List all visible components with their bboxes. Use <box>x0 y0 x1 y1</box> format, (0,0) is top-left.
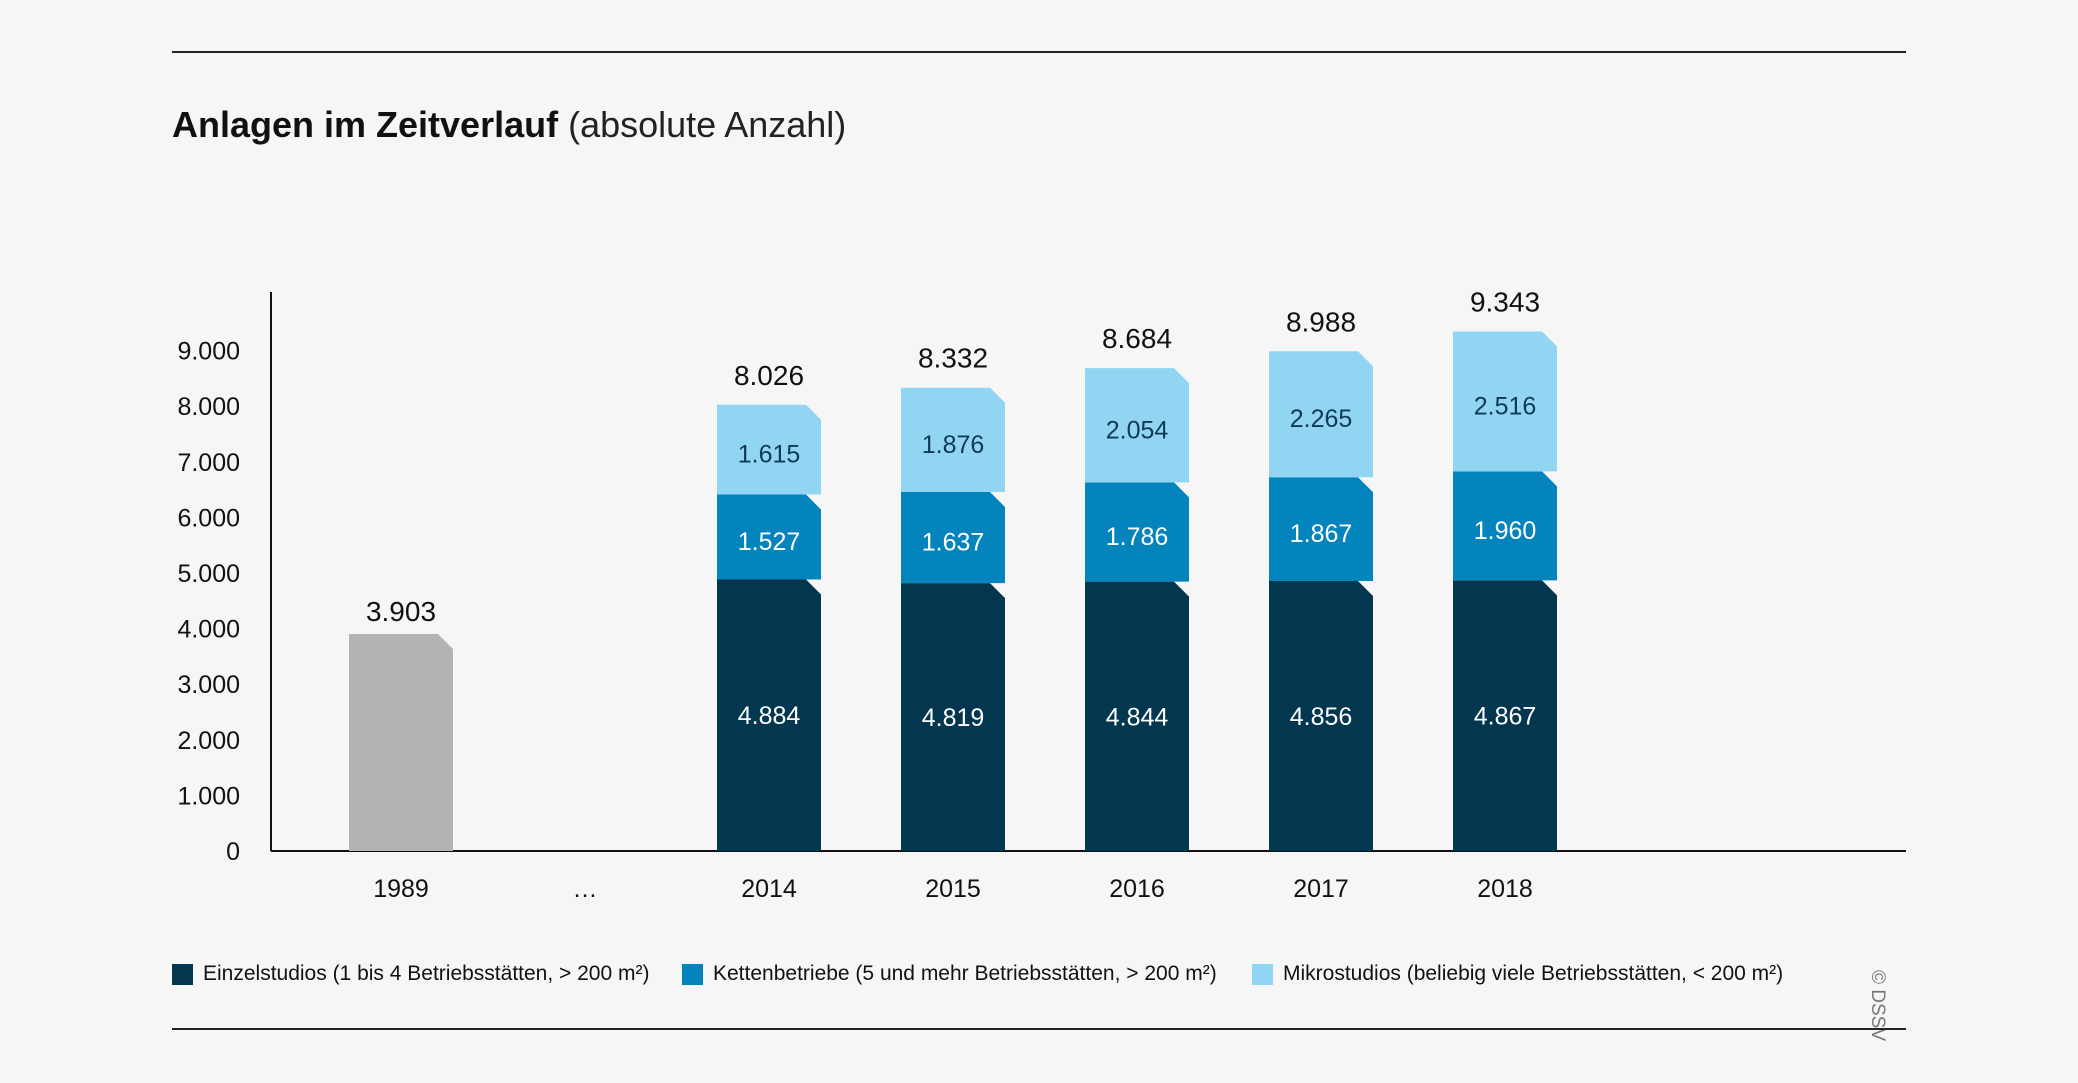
copyright-notice: © DSSV <box>1867 970 1888 1042</box>
legend-label-einzelstudios: Einzelstudios (1 bis 4 Betriebsstätten, … <box>203 962 650 985</box>
bar-segment <box>1269 477 1373 582</box>
legend: Einzelstudios (1 bis 4 Betriebsstätten, … <box>172 962 1783 986</box>
bar-segment <box>1269 351 1373 478</box>
y-tick-label: 7.000 <box>177 449 240 477</box>
x-tick-label: 2018 <box>1477 875 1533 903</box>
legend-label-kettenbetriebe: Kettenbetriebe (5 und mehr Betriebsstätt… <box>713 962 1217 985</box>
bar-segment <box>1453 580 1557 851</box>
legend-item-mikrostudios: Mikrostudios (beliebig viele Betriebsstä… <box>1252 962 1783 986</box>
bar-1989 <box>349 633 453 851</box>
bar-segment-label: 4.884 <box>738 702 801 730</box>
bar-segment-label: 2.516 <box>1474 392 1537 420</box>
bar-segment <box>1269 581 1373 851</box>
bar-segment-label: 1.876 <box>922 431 985 459</box>
legend-item-kettenbetriebe: Kettenbetriebe (5 und mehr Betriebsstätt… <box>682 962 1252 986</box>
bar-segment-label: 2.054 <box>1106 416 1169 444</box>
bar-segment <box>901 387 1005 493</box>
bar-segment-label: 4.844 <box>1106 703 1169 731</box>
legend-swatch-kettenbetriebe <box>682 963 703 985</box>
bar-segment-label: 1.527 <box>738 528 801 556</box>
bar-segment <box>1085 581 1189 851</box>
total-label: 8.988 <box>1286 306 1356 337</box>
bar-segment-label: 2.265 <box>1290 405 1353 433</box>
y-tick-label: 8.000 <box>177 393 240 421</box>
legend-item-einzelstudios: Einzelstudios (1 bis 4 Betriebsstätten, … <box>172 962 682 986</box>
total-label: 8.332 <box>918 343 988 374</box>
x-tick-label: 1989 <box>373 875 429 903</box>
chart-title-bold: Anlagen im Zeitverlauf <box>172 104 559 145</box>
bar-segment <box>717 494 821 580</box>
legend-label-mikrostudios: Mikrostudios (beliebig viele Betriebsstä… <box>1283 962 1784 985</box>
bar-segment <box>901 583 1005 851</box>
bar-segment <box>717 579 821 851</box>
total-label: 8.026 <box>734 360 804 391</box>
x-tick-label: 2014 <box>741 875 797 903</box>
chart-title-light: (absolute Anzahl) <box>568 104 847 145</box>
bottom-rule <box>172 1028 1906 1030</box>
y-tick-label: 3.000 <box>177 671 240 699</box>
chart-title: Anlagen im Zeitverlauf (absolute Anzahl) <box>172 104 846 146</box>
bar-segment-label: 1.960 <box>1474 517 1537 545</box>
bar-segment <box>1453 471 1557 581</box>
bar-segment-label: 4.819 <box>922 704 985 732</box>
total-label: 9.343 <box>1470 287 1540 318</box>
bar-segment-label: 4.867 <box>1474 703 1537 731</box>
y-tick-label: 4.000 <box>177 616 240 644</box>
bar-segment-label: 1.867 <box>1290 520 1353 548</box>
bar-segment-label: 4.856 <box>1290 703 1353 731</box>
bar-segment <box>901 492 1005 584</box>
bar-segment-label: 1.786 <box>1106 523 1169 551</box>
bar-segment <box>717 404 821 495</box>
y-tick-label: 0 <box>226 838 240 866</box>
bar-segment <box>1453 331 1557 472</box>
bar-segment <box>1085 368 1189 483</box>
bar-segment <box>1085 482 1189 582</box>
legend-swatch-mikrostudios <box>1252 963 1273 985</box>
x-tick-label: 2016 <box>1109 875 1165 903</box>
top-rule <box>172 51 1906 53</box>
bar-segment-label: 1.615 <box>738 441 801 469</box>
total-label: 8.684 <box>1102 323 1172 354</box>
x-tick-label: 2015 <box>925 875 981 903</box>
total-label-1989: 3.903 <box>366 596 436 627</box>
y-tick-label: 6.000 <box>177 504 240 532</box>
x-tick-label: 2017 <box>1293 875 1349 903</box>
y-tick-label: 2.000 <box>177 727 240 755</box>
y-tick-label: 1.000 <box>177 782 240 810</box>
x-tick-label: … <box>573 875 598 903</box>
bar-segment-label: 1.637 <box>922 529 985 557</box>
y-tick-label: 5.000 <box>177 560 240 588</box>
legend-swatch-einzelstudios <box>172 963 193 985</box>
y-tick-label: 9.000 <box>177 338 240 366</box>
